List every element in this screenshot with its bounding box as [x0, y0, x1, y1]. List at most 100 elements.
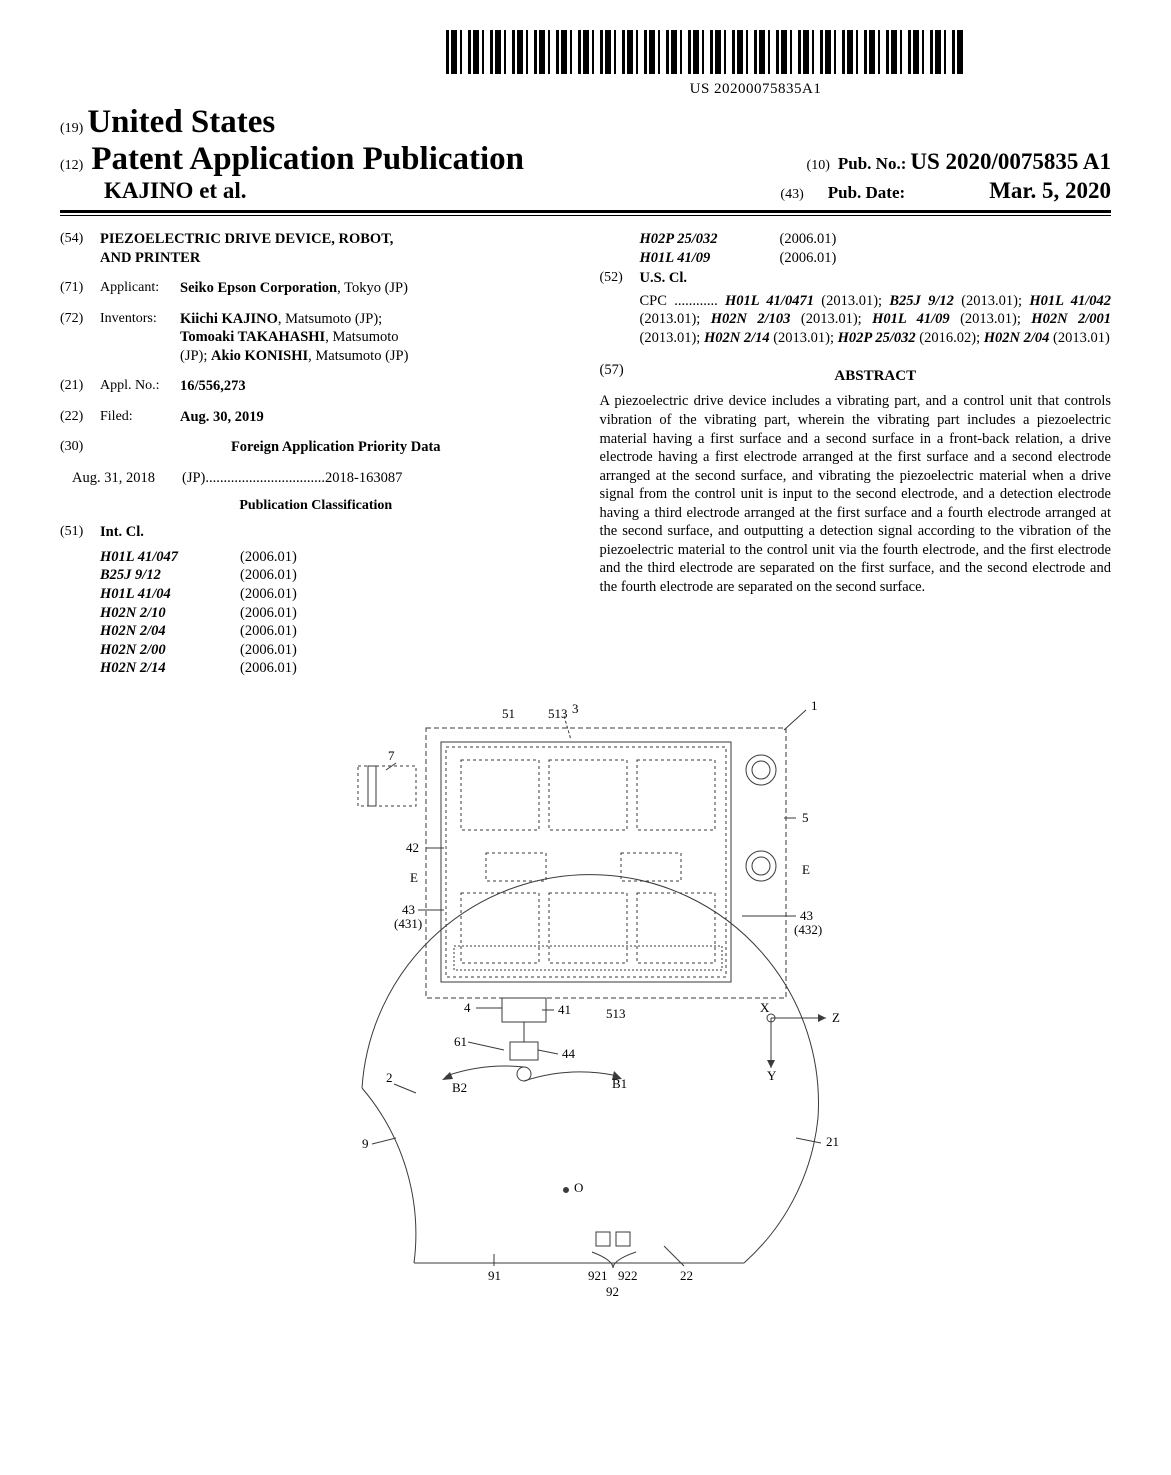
- fig-label-44: 44: [562, 1046, 576, 1061]
- fig-label-X: X: [760, 1000, 770, 1015]
- fig-label-92: 92: [606, 1284, 619, 1298]
- cpc-date: (2013.01);: [960, 311, 1031, 327]
- fp-country: (JP): [182, 469, 205, 488]
- intcl-row: H02N 2/00(2006.01): [100, 641, 572, 660]
- fig-label-2: 2: [386, 1070, 393, 1085]
- intcl-ver: (2006.01): [240, 548, 297, 567]
- intcl-row: H02N 2/10(2006.01): [100, 604, 572, 623]
- intcl-row: B25J 9/12(2006.01): [100, 566, 572, 585]
- doc-type: Patent Application Publication: [91, 141, 524, 177]
- cpc-code: H02N 2/001: [1031, 311, 1111, 327]
- fig-label-61: 61: [454, 1034, 467, 1049]
- uscl-label: U.S. Cl.: [640, 269, 688, 288]
- fig-label-5: 5: [802, 810, 809, 825]
- fig-label-922: 922: [618, 1268, 638, 1283]
- intcl-row: H02N 2/04(2006.01): [100, 622, 572, 641]
- fig-label-513a: 513: [548, 706, 568, 721]
- fig-label-O: O: [574, 1180, 583, 1195]
- cpc-date: (2016.02);: [919, 330, 983, 346]
- fig-label-7: 7: [388, 748, 395, 763]
- inventors-label: Inventors:: [100, 310, 180, 366]
- applno: 16/556,273: [180, 378, 246, 394]
- fig-label-43b: 43: [800, 908, 813, 923]
- fig-label-Z: Z: [832, 1010, 840, 1025]
- intcl-code: B25J 9/12: [100, 566, 240, 585]
- fig-label-431: (431): [394, 916, 422, 931]
- applicant-loc: , Tokyo (JP): [337, 280, 408, 296]
- header-rule-thin: [60, 215, 1111, 216]
- fp-dots: .................................: [205, 469, 325, 488]
- applno-label: Appl. No.:: [100, 377, 180, 396]
- cpc-code: H02N 2/103: [711, 311, 791, 327]
- fig-label-43a: 43: [402, 902, 415, 917]
- abstract-head: ABSTRACT: [640, 367, 1112, 386]
- pubdate: Mar. 5, 2020: [989, 178, 1111, 203]
- pubdate-label: Pub. Date:: [828, 183, 905, 202]
- inid-72: (72): [60, 310, 100, 366]
- right-column: H02P 25/032(2006.01)H01L 41/09(2006.01) …: [600, 230, 1112, 678]
- fig-label-Y: Y: [767, 1068, 777, 1083]
- intcl-row: H01L 41/04(2006.01): [100, 585, 572, 604]
- inid-30: (30): [60, 438, 100, 457]
- intcl-code: H02N 2/10: [100, 604, 240, 623]
- intcl-code: H02N 2/04: [100, 622, 240, 641]
- intcl-code: H01L 41/04: [100, 585, 240, 604]
- intcl-row: H02P 25/032(2006.01): [640, 230, 1112, 249]
- fp-date: Aug. 31, 2018: [72, 469, 182, 488]
- inid-57: (57): [600, 361, 640, 392]
- field-51: (51) Int. Cl.: [60, 523, 572, 544]
- fig-label-51: 51: [502, 706, 515, 721]
- cpc-date: (2013.01);: [821, 293, 889, 309]
- intcl-ver: (2006.01): [780, 249, 837, 268]
- fp-appno: 2018-163087: [325, 469, 402, 488]
- fig-label-22: 22: [680, 1268, 693, 1283]
- cpc-code: B25J 9/12: [889, 293, 954, 309]
- barcode-number: US 20200075835A1: [400, 81, 1111, 98]
- foreign-priority-row: Aug. 31, 2018 (JP) .....................…: [72, 469, 572, 488]
- fig-label-41: 41: [558, 1002, 571, 1017]
- intcl-list: H01L 41/047(2006.01)B25J 9/12(2006.01)H0…: [60, 548, 572, 678]
- applicant-label: Applicant:: [100, 279, 180, 298]
- field-21: (21) Appl. No.: 16/556,273: [60, 377, 572, 396]
- inv1-loc: , Matsumoto (JP);: [278, 311, 382, 327]
- header-rule-thick: [60, 210, 1111, 213]
- fig-label-B2: B2: [452, 1080, 467, 1095]
- country: United States: [87, 104, 275, 141]
- header: (19) United States (12) Patent Applicati…: [60, 104, 1111, 204]
- title-line2: AND PRINTER: [100, 249, 572, 268]
- intcl-row: H01L 41/09(2006.01): [640, 249, 1112, 268]
- inventor-2: Tomoaki TAKAHASHI: [180, 329, 325, 345]
- cpc-date: (2013.01): [1053, 330, 1110, 346]
- inid-54: (54): [60, 230, 100, 267]
- inv2-locb: (JP);: [180, 348, 211, 364]
- filed-date: Aug. 30, 2019: [180, 409, 264, 425]
- inid-51: (51): [60, 523, 100, 544]
- patent-figure: 1 51 513 3 7 42 5 E E 43 (431) 43 (432) …: [266, 698, 906, 1298]
- inv2-loc: , Matsumoto: [325, 329, 398, 345]
- pubno-label: Pub. No.:: [838, 154, 906, 173]
- intcl-ver: (2006.01): [240, 604, 297, 623]
- authors: KAJINO et al.: [104, 178, 246, 204]
- fig-label-E1: E: [410, 870, 418, 885]
- field-71: (71) Applicant: Seiko Epson Corporation,…: [60, 279, 572, 298]
- intcl-row: H02N 2/14(2006.01): [100, 659, 572, 678]
- fig-label-1: 1: [811, 698, 818, 713]
- fig-label-91: 91: [488, 1268, 501, 1283]
- fig-label-4: 4: [464, 1000, 471, 1015]
- intcl-ver: (2006.01): [240, 622, 297, 641]
- figure-wrap: 1 51 513 3 7 42 5 E E 43 (431) 43 (432) …: [60, 698, 1111, 1298]
- cpc-code: H02P 25/032: [838, 330, 916, 346]
- cpc-block: CPC ............ H01L 41/0471 (2013.01);…: [640, 292, 1112, 348]
- field-54: (54) PIEZOELECTRIC DRIVE DEVICE, ROBOT, …: [60, 230, 572, 267]
- intcl-code: H01L 41/09: [640, 249, 780, 268]
- fig-label-42: 42: [406, 840, 419, 855]
- inid-52: (52): [600, 269, 640, 290]
- intcl-ver: (2006.01): [240, 585, 297, 604]
- pubno: US 2020/0075835 A1: [910, 149, 1111, 174]
- intcl-ver: (2006.01): [240, 659, 297, 678]
- field-22: (22) Filed: Aug. 30, 2019: [60, 408, 572, 427]
- intcl-code: H02P 25/032: [640, 230, 780, 249]
- cpc-code: H02N 2/14: [704, 330, 770, 346]
- intcl-ver: (2006.01): [780, 230, 837, 249]
- fig-label-921: 921: [588, 1268, 608, 1283]
